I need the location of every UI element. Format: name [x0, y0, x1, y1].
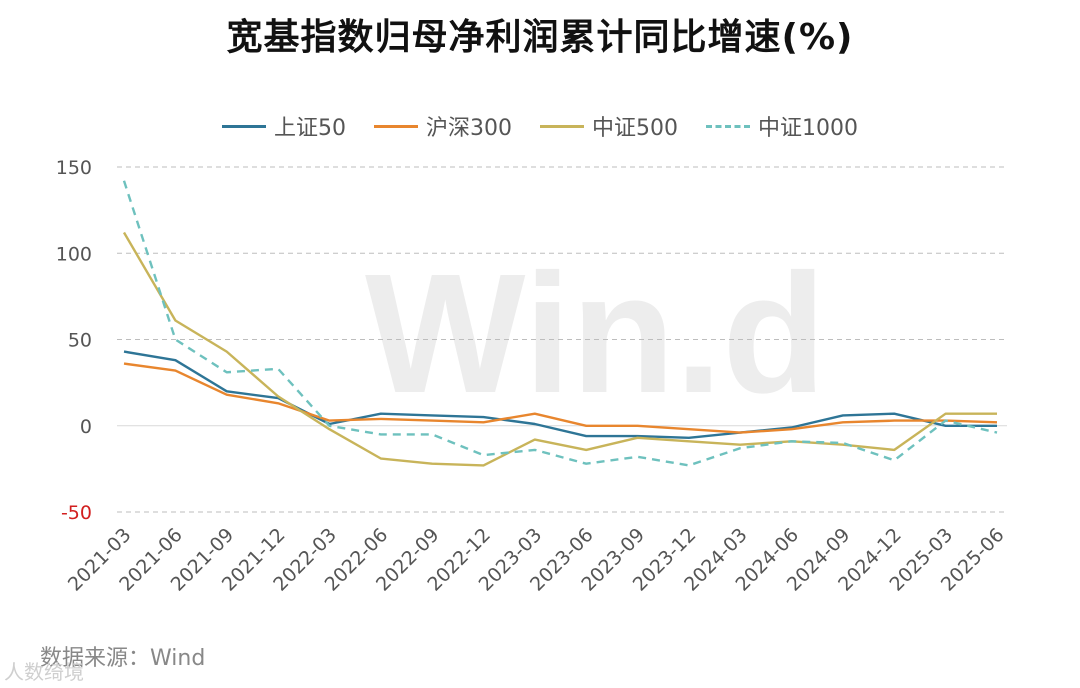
y-tick-label: -50 — [61, 502, 92, 524]
legend-label: 中证500 — [592, 116, 678, 141]
series-line-上证50 — [123, 350, 997, 439]
legend-swatch — [706, 124, 750, 128]
legend-label: 沪深300 — [426, 116, 512, 141]
legend-item: 中证500 — [540, 110, 678, 142]
chart-title: 宽基指数归母净利润累计同比增速(%) — [226, 17, 854, 58]
chart-series — [122, 180, 998, 467]
legend-label: 上证50 — [274, 116, 346, 141]
y-axis: -50 0 50 100 150 — [56, 157, 92, 524]
legend-item: 上证50 — [222, 110, 346, 142]
y-tick-label: 100 — [56, 243, 92, 265]
x-axis: 2021-032021-062021-092021-122022-032022-… — [64, 524, 1009, 596]
brand-logo: 人数绮境 — [4, 660, 84, 684]
chart-grid — [117, 166, 1007, 513]
legend-swatch — [540, 124, 584, 128]
series-line-中证1000 — [122, 180, 998, 467]
data-source-note: 数据来源：Wind — [40, 646, 206, 671]
legend-swatch — [374, 124, 418, 128]
legend-label: 中证1000 — [758, 116, 858, 141]
watermark: Win.d — [365, 239, 826, 429]
legend-item: 沪深300 — [374, 110, 512, 142]
chart-legend: 上证50 沪深300 中证500 中证1000 — [0, 110, 1080, 142]
legend-item: 中证1000 — [706, 110, 858, 142]
series-line-沪深300 — [123, 362, 998, 434]
y-tick-label: 150 — [56, 157, 92, 179]
y-tick-label: 0 — [80, 416, 92, 438]
legend-swatch — [222, 124, 266, 128]
y-tick-label: 50 — [68, 330, 92, 352]
